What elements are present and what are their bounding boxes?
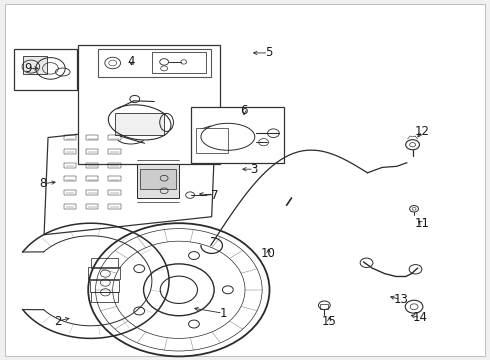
Bar — [137, 164, 179, 198]
Bar — [140, 169, 176, 189]
Bar — [152, 52, 206, 73]
Bar — [191, 107, 284, 163]
Bar — [115, 113, 164, 135]
Bar — [196, 128, 228, 153]
Text: 10: 10 — [261, 247, 276, 260]
Text: 7: 7 — [211, 189, 219, 202]
Text: 5: 5 — [265, 46, 272, 59]
Text: 11: 11 — [415, 217, 430, 230]
Text: 1: 1 — [219, 307, 227, 320]
Bar — [320, 304, 328, 309]
Text: 2: 2 — [54, 315, 62, 328]
Text: 14: 14 — [413, 311, 428, 324]
Text: 3: 3 — [250, 163, 258, 176]
Bar — [23, 56, 47, 74]
Text: 13: 13 — [393, 293, 408, 306]
Text: 4: 4 — [127, 55, 135, 68]
Bar — [78, 45, 221, 164]
Text: 12: 12 — [415, 125, 430, 138]
Polygon shape — [44, 120, 216, 235]
Text: 15: 15 — [322, 315, 337, 328]
Text: 6: 6 — [240, 104, 248, 117]
Bar — [14, 49, 77, 90]
Text: 8: 8 — [39, 177, 47, 190]
Text: 9: 9 — [24, 62, 32, 75]
Bar — [98, 49, 211, 77]
